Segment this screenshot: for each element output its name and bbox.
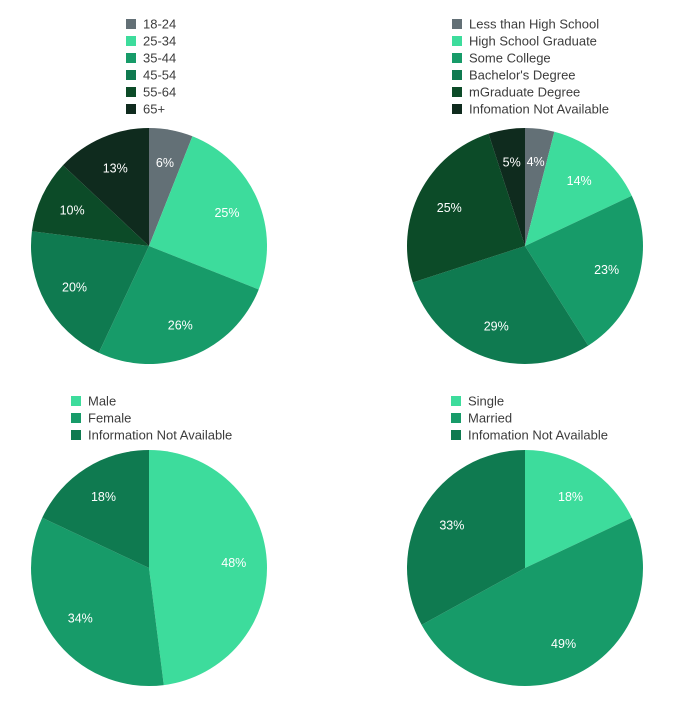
legend-entry: Bachelor's Degree <box>469 68 576 83</box>
legend-entry: Married <box>468 411 512 426</box>
legend-entry: 55-64 <box>143 85 176 100</box>
legend-swatch <box>452 104 462 114</box>
legend-swatch <box>126 70 136 80</box>
pie-slice <box>62 128 149 246</box>
legend-swatch <box>451 430 461 440</box>
slice-label: 25% <box>214 206 239 220</box>
pie-slice <box>149 136 267 290</box>
slice-label: 49% <box>551 637 576 651</box>
slice-label: 5% <box>503 156 521 170</box>
legend-entry: 65+ <box>143 102 165 117</box>
legend: Single Married Infomation Not Available <box>451 394 608 443</box>
slice-label: 14% <box>567 174 592 188</box>
legend-swatch <box>71 396 81 406</box>
pie-slice <box>407 133 525 283</box>
pie-slice <box>525 128 555 246</box>
legend-swatch <box>452 53 462 63</box>
legend-entry: 18-24 <box>143 17 176 32</box>
slice-label: 26% <box>168 318 193 332</box>
legend: Less than High School High School Graduat… <box>452 17 609 117</box>
pie-slice <box>149 450 268 686</box>
slice-label: 29% <box>484 319 509 333</box>
legend-swatch <box>126 53 136 63</box>
pie-slice <box>149 128 193 246</box>
legend-entry: Male <box>88 394 116 409</box>
slice-label: 48% <box>221 556 246 570</box>
legend-entry: Information Not Available <box>88 428 232 443</box>
legend-entry: High School Graduate <box>469 34 597 49</box>
pie-slice <box>412 246 589 364</box>
slice-label: 34% <box>68 611 93 625</box>
pie-slice <box>407 450 525 625</box>
slice-label: 18% <box>91 490 116 504</box>
legend-entry: 45-54 <box>143 68 176 83</box>
pie-slice <box>98 246 259 364</box>
pie-chart-2: Less than High School High School Graduat… <box>407 17 643 364</box>
legend-swatch <box>451 396 461 406</box>
legend-entry: Infomation Not Available <box>469 102 609 117</box>
legend-entry: mGraduate Degree <box>469 85 580 100</box>
legend-swatch <box>71 430 81 440</box>
pie-chart-3: Male Female Information Not Available 48% 34… <box>30 394 268 686</box>
slice-label: 6% <box>156 156 174 170</box>
legend: 18-24 25-34 35-44 45-54 55-64 65+ <box>126 17 176 117</box>
legend-swatch <box>452 87 462 97</box>
legend-entry: 35-44 <box>143 51 176 66</box>
pie-slice <box>31 231 150 353</box>
legend-swatch <box>126 104 136 114</box>
slice-label: 25% <box>437 201 462 215</box>
pie-slice <box>421 517 643 686</box>
slice-label: 10% <box>60 203 85 217</box>
pie-slice <box>525 450 632 568</box>
slice-label: 23% <box>594 263 619 277</box>
legend-entry: Single <box>468 394 504 409</box>
pie-chart-4: Single Married Infomation Not Available 18%… <box>407 394 643 686</box>
legend-entry: Less than High School <box>469 17 599 32</box>
pie-slice <box>525 195 643 346</box>
legend-entry: Infomation Not Available <box>468 428 608 443</box>
slice-label: 33% <box>439 518 464 532</box>
legend-swatch <box>452 36 462 46</box>
pie-slice <box>31 165 149 246</box>
legend-swatch <box>451 413 461 423</box>
legend-swatch <box>126 36 136 46</box>
legend-entry: Some College <box>469 51 551 66</box>
legend: Male Female Information Not Available <box>71 394 232 443</box>
pie-chart-1: 18-24 25-34 35-44 45-54 55-64 65+ 6% 25% 26% 20% 1… <box>31 17 267 364</box>
legend-entry: 25-34 <box>143 34 176 49</box>
slice-label: 20% <box>62 280 87 294</box>
pie-slice <box>525 131 632 246</box>
pie-slice <box>488 128 525 246</box>
legend-swatch <box>452 19 462 29</box>
slice-label: 18% <box>558 490 583 504</box>
legend-swatch <box>126 19 136 29</box>
slice-label: 4% <box>527 155 545 169</box>
legend-swatch <box>71 413 81 423</box>
legend-swatch <box>452 70 462 80</box>
pie-slice <box>42 450 149 568</box>
slice-label: 13% <box>103 162 128 176</box>
pie-slice <box>30 517 164 686</box>
legend-swatch <box>126 87 136 97</box>
legend-entry: Female <box>88 411 131 426</box>
